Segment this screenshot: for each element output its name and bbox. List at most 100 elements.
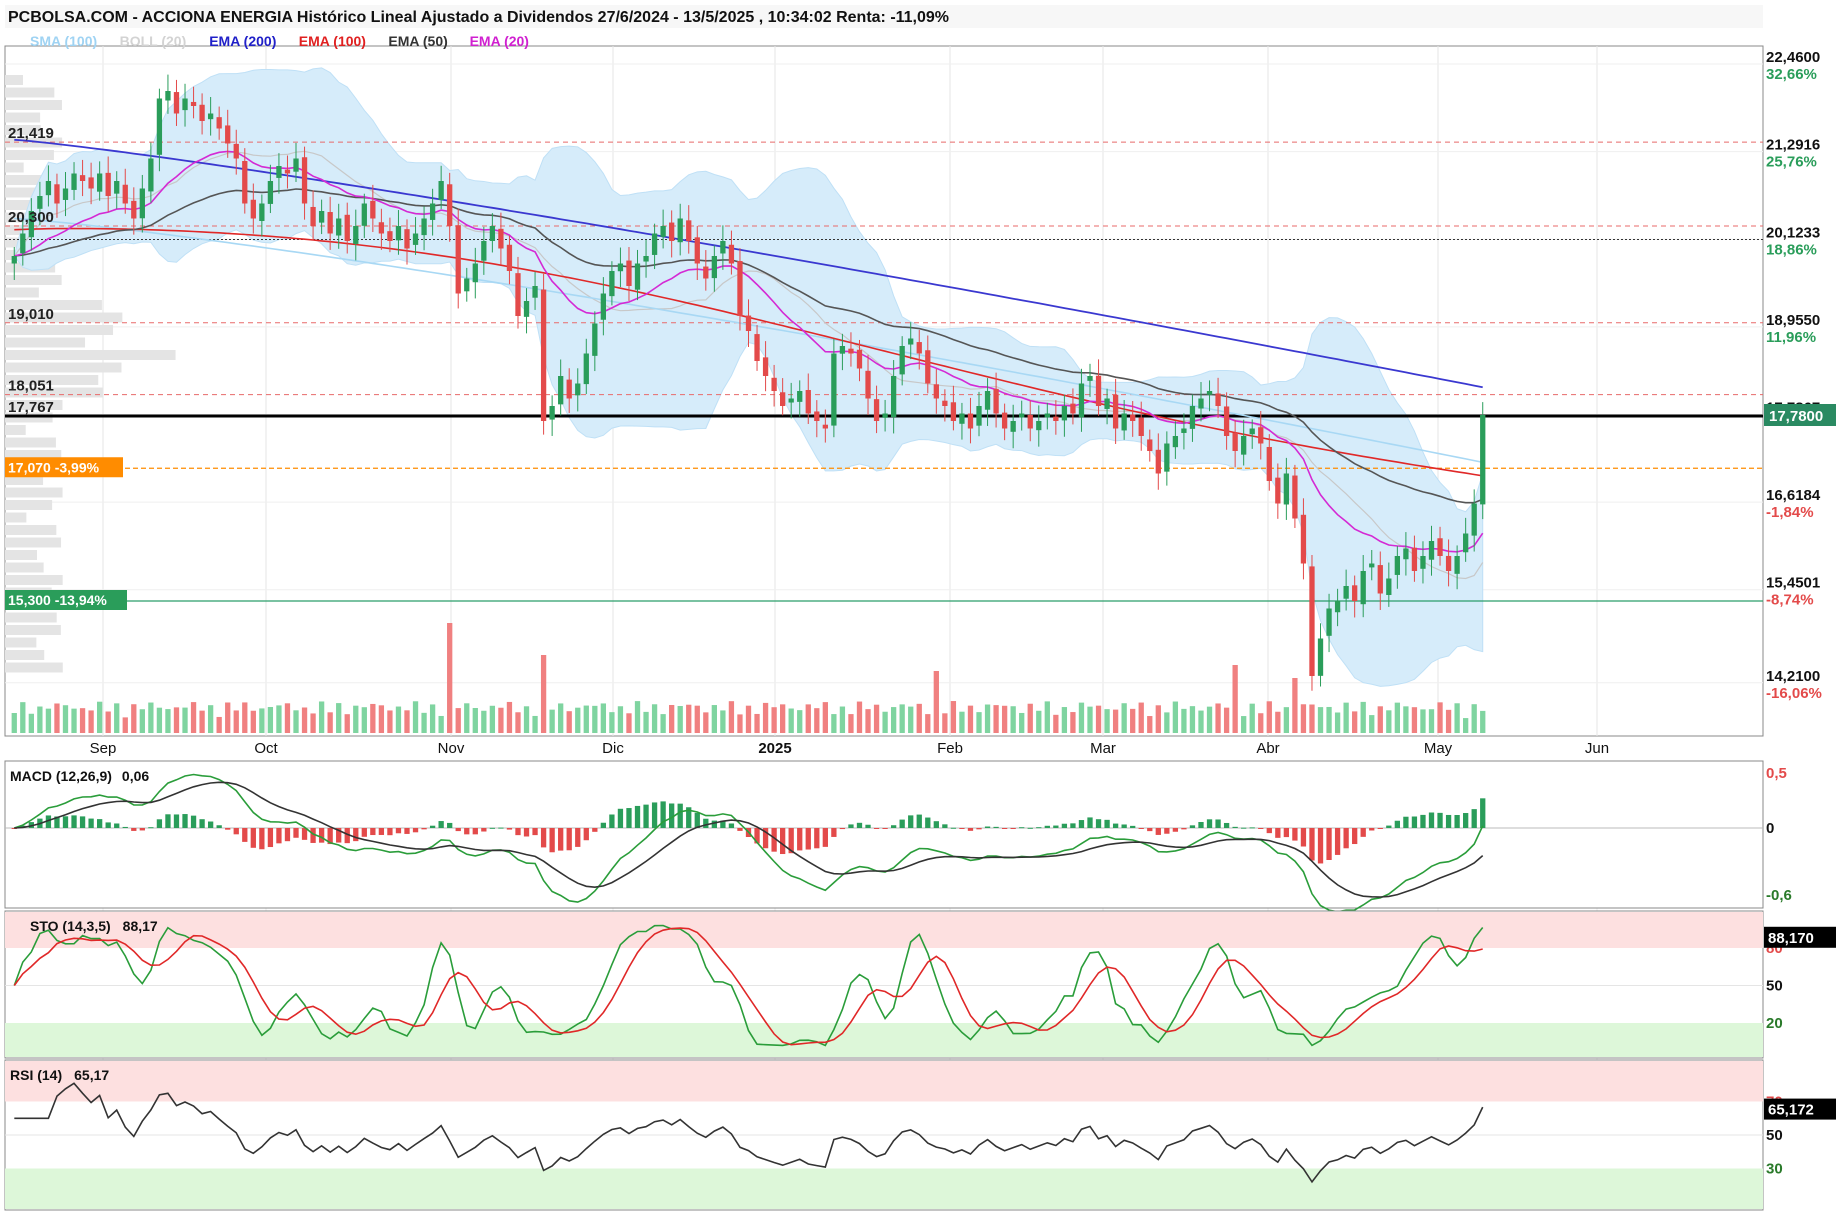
volume-bar <box>37 706 43 733</box>
macd-histogram-bar <box>173 814 180 828</box>
candle-body <box>259 203 265 221</box>
candle-body <box>353 226 359 244</box>
rsi-panel: RSI (14)65,17 70503065,172 <box>4 1059 1836 1211</box>
macd-histogram-bar <box>182 814 188 828</box>
volume-profile-bar <box>5 75 23 85</box>
macd-histogram-bar <box>1275 828 1281 838</box>
candle-body <box>1130 414 1136 421</box>
macd-histogram-bar <box>660 801 666 828</box>
candle-body <box>1036 421 1042 431</box>
macd-histogram-bar <box>259 828 265 850</box>
volume-profile-bar <box>5 500 53 510</box>
candle-body <box>207 113 214 120</box>
volume-bar <box>899 704 905 733</box>
volume-bar <box>1121 703 1127 733</box>
legend-entry: BOLL (20) <box>120 33 187 49</box>
macd-histogram-bar <box>1411 816 1418 828</box>
volume-bar <box>336 703 342 733</box>
candle-body <box>199 104 205 121</box>
macd-histogram-bar <box>1420 814 1426 828</box>
volume-bar <box>1471 704 1477 733</box>
volume-profile-bar <box>5 562 44 573</box>
candle-body <box>651 233 658 255</box>
candle-body <box>686 220 692 241</box>
candle-body <box>1403 548 1409 560</box>
volume-bar <box>694 705 700 733</box>
volume-bar <box>1147 716 1153 733</box>
macd-histogram-bar <box>515 828 521 836</box>
volume-bar <box>771 707 777 733</box>
volume-bar <box>1215 703 1221 733</box>
volume-bar <box>1343 702 1349 733</box>
candle-body <box>62 188 69 200</box>
volume-bar <box>481 710 487 733</box>
macd-histogram-bar <box>908 815 914 828</box>
volume-profile-bar <box>5 287 39 298</box>
volume-bar <box>259 708 265 733</box>
volume-bar <box>1112 709 1119 733</box>
volume-profile-bar <box>5 200 40 210</box>
macd-histogram-bar <box>242 828 248 842</box>
candle-body <box>669 222 675 241</box>
candle-body <box>1309 566 1315 676</box>
candle-body <box>225 125 231 144</box>
price-axis-label: 21,2916 <box>1766 137 1820 154</box>
candle-body <box>1232 432 1238 451</box>
macd-histogram-bar <box>1172 828 1179 832</box>
macd-histogram-bar <box>1360 828 1366 837</box>
candle-body <box>711 256 717 279</box>
candle-body <box>1394 556 1401 575</box>
macd-histogram-bar <box>575 828 581 847</box>
volume-bar <box>609 712 615 733</box>
candle-body <box>20 233 26 254</box>
volume-bar <box>1019 712 1025 733</box>
candle-body <box>1104 398 1110 409</box>
volume-bar <box>1275 711 1281 733</box>
macd-histogram-bar <box>984 826 991 828</box>
candle-body <box>1386 578 1392 595</box>
macd-histogram-bar <box>686 807 692 828</box>
macd-histogram-bar <box>361 828 367 837</box>
volume-bar <box>1463 718 1469 733</box>
volume-bar <box>1087 706 1093 733</box>
macd-histogram-bar <box>1241 827 1247 829</box>
price-axis-pct: 32,66% <box>1766 66 1817 83</box>
volume-bar <box>506 701 513 733</box>
macd-histogram-bar <box>797 828 803 851</box>
volume-bar <box>1394 702 1401 733</box>
macd-histogram-bar <box>1386 825 1392 828</box>
volume-profile-bar <box>5 150 54 160</box>
orange-level-tag <box>5 457 123 478</box>
volume-bar <box>1164 712 1170 733</box>
volume-bar <box>225 702 231 733</box>
candle-body <box>1206 391 1213 395</box>
title-bar <box>5 5 1763 28</box>
macd-histogram-bar <box>1369 828 1375 831</box>
volume-profile-bar <box>5 650 45 660</box>
macd-histogram-bar <box>754 828 760 844</box>
volume-bar <box>1420 709 1426 733</box>
macd-histogram-bar <box>677 803 683 828</box>
volume-profile-bar <box>5 487 63 498</box>
volume-bar <box>1334 712 1341 733</box>
rsi-last-tag <box>1764 1098 1836 1120</box>
macd-histogram-bar <box>438 821 444 828</box>
volume-profile-bar <box>5 100 62 110</box>
volume-bar <box>1309 704 1315 733</box>
macd-histogram-bar <box>737 828 743 831</box>
volume-bar <box>318 701 325 733</box>
candle-body <box>1078 383 1085 418</box>
macd-histogram-bar <box>1001 828 1008 829</box>
candle-body <box>395 226 402 241</box>
macd-histogram-bar <box>71 815 77 828</box>
volume-bar <box>438 715 444 733</box>
candle-body <box>1223 406 1230 436</box>
ema200-line <box>14 138 1483 389</box>
volume-bar <box>967 705 974 733</box>
macd-histogram-bar <box>634 805 641 828</box>
volume-bar <box>1061 707 1068 733</box>
volume-profile-bar <box>5 87 55 98</box>
macd-histogram-bar <box>353 828 359 842</box>
candle-body <box>737 261 743 316</box>
